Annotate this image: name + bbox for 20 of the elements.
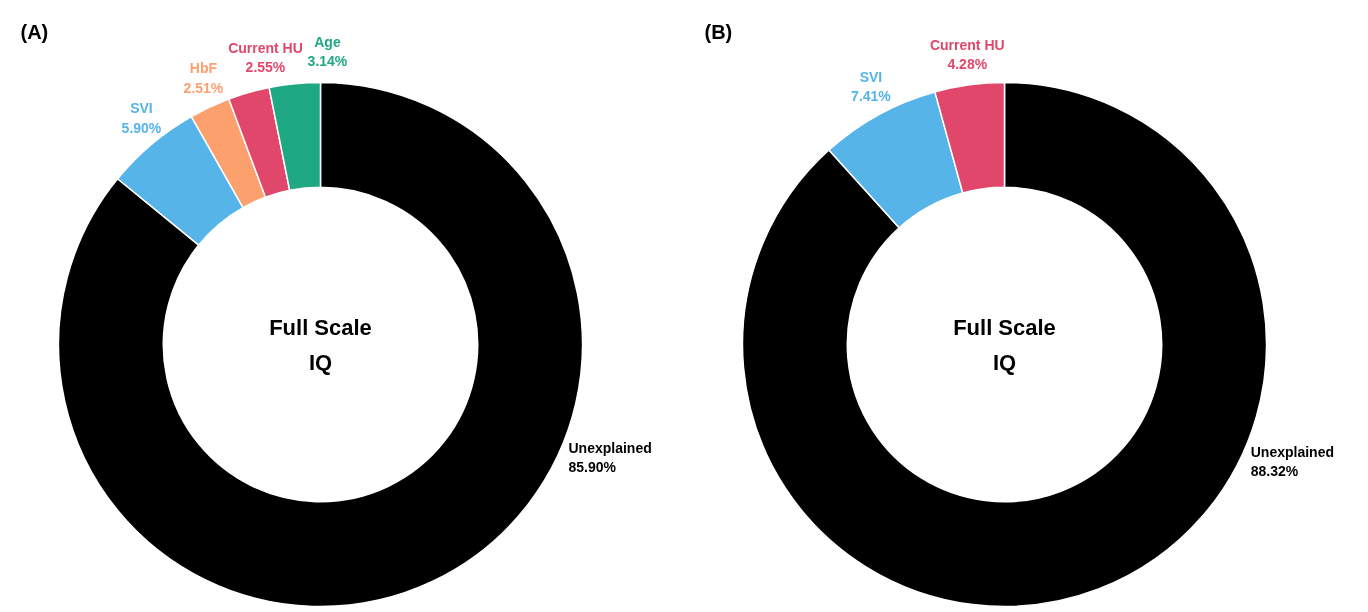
slice-label: Current HU xyxy=(228,39,303,56)
data-label: 7.41% xyxy=(851,87,892,104)
chart-title: (A) xyxy=(20,20,49,43)
data-label: 88.32% xyxy=(1250,462,1299,479)
data-label: 4.28% xyxy=(947,55,988,72)
data-label: 2.55% xyxy=(245,58,286,75)
text: Full Scale IQ xyxy=(269,314,372,375)
data-label: 3.14% xyxy=(307,53,348,70)
slice-label: Current HU xyxy=(929,36,1005,53)
data-label: 2.51% xyxy=(183,79,224,96)
slice-label: Unexplained xyxy=(568,439,652,456)
slice-label: Age xyxy=(314,34,341,51)
slice-label: SVI xyxy=(859,68,883,85)
text: Full Scale IQ xyxy=(953,314,1056,375)
chart-title: (B) xyxy=(704,20,733,43)
data-label: 85.90% xyxy=(568,459,617,476)
slice-label: SVI xyxy=(130,100,153,117)
data-label: 5.90% xyxy=(121,119,162,136)
slice-label: Unexplained xyxy=(1250,443,1334,460)
slice-label: HbF xyxy=(189,60,218,77)
